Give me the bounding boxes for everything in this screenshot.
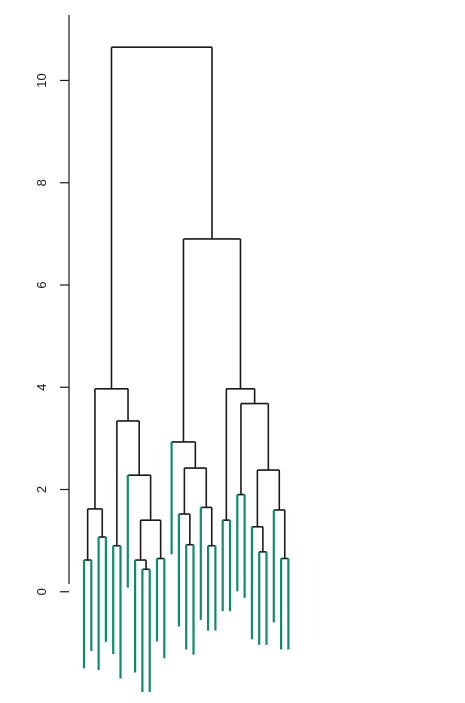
dendrogram-leaves	[82, 441, 290, 692]
y-axis-ticks: 0 2 4 6 8 10	[34, 73, 69, 595]
dendrogram-links	[84, 46, 289, 571]
y-tick-label: 8	[34, 179, 49, 186]
y-tick-label: 0	[34, 588, 49, 595]
y-tick-label: 10	[34, 73, 49, 87]
y-tick-label: 4	[34, 384, 49, 391]
y-axis: 0 2 4 6 8 10	[34, 15, 70, 595]
y-tick-label: 2	[34, 486, 49, 493]
y-tick-label: 6	[34, 281, 49, 288]
